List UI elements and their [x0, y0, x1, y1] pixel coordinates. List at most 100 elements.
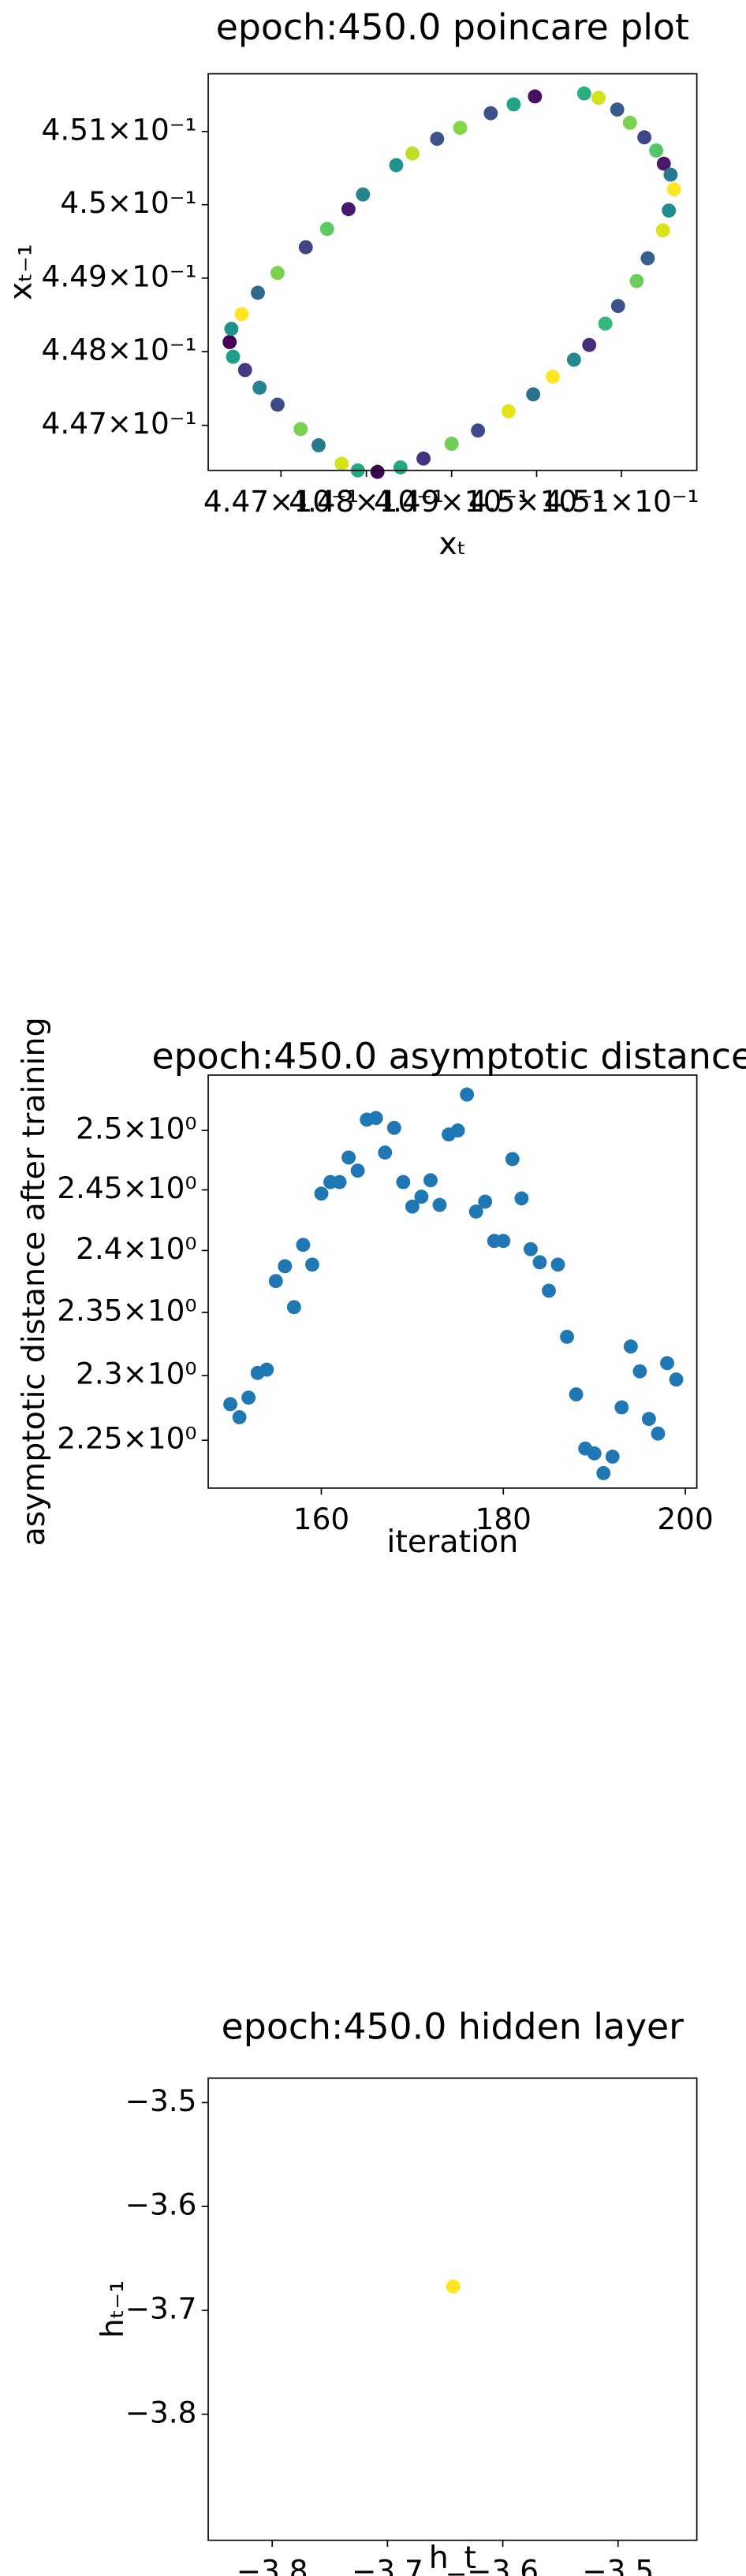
scatter-point	[278, 1259, 293, 1274]
scatter-point	[430, 132, 445, 147]
scatter-point	[566, 352, 581, 367]
y-tick-label: 4.47×10⁻¹	[42, 406, 197, 441]
y-tick-label: 4.51×10⁻¹	[42, 112, 197, 147]
scatter-point	[649, 143, 664, 158]
scatter-point	[506, 97, 521, 112]
y-tick-label: 2.25×10⁰	[57, 1421, 196, 1456]
scatter-point	[393, 460, 408, 475]
x-tick-label: 4.49×10⁻¹	[374, 484, 529, 519]
x-tick-label: 4.47×10⁻¹	[203, 484, 359, 519]
y-tick-label: 4.5×10⁻¹	[60, 185, 196, 220]
chart-panel: epoch:450.0 hidden layer −3.8 −3.7 −3.6 −3.5…	[95, 2005, 698, 2576]
scatter-point	[528, 89, 543, 104]
scatter-point	[637, 130, 652, 145]
scatter-point	[546, 369, 560, 384]
scatter-point	[587, 1446, 602, 1461]
scatter-point	[251, 285, 265, 300]
x-tick-label: −3.8	[237, 2554, 308, 2576]
scatter-point	[666, 182, 681, 197]
scatter-point	[232, 1410, 247, 1424]
x-tick-label: 160	[293, 1502, 349, 1536]
scatter-point	[669, 1372, 684, 1387]
chart-title: epoch:450.0 poincare plot	[216, 6, 689, 48]
scatter-point	[311, 437, 326, 452]
scatter-point	[370, 464, 385, 479]
scatter-point	[501, 404, 516, 419]
scatter-point	[270, 397, 285, 412]
scatter-point	[662, 203, 677, 218]
scatter-point	[526, 387, 541, 402]
scatter-point	[332, 1174, 347, 1189]
scatter-point	[334, 456, 349, 471]
scatter-point	[610, 299, 625, 314]
scatter-point	[446, 2279, 461, 2294]
scatter-point	[405, 146, 420, 161]
scatter-point	[596, 1465, 611, 1480]
scatter-point	[270, 266, 285, 281]
y-tick-label: 2.5×10⁰	[76, 1111, 196, 1146]
chart-panel: epoch:450.0 asymptotic distance 160 180 200…	[16, 1017, 746, 1560]
x-axis-label: h_t	[429, 2540, 476, 2576]
scatter-point	[223, 1397, 238, 1412]
y-tick-label: 2.45×10⁰	[57, 1171, 196, 1205]
scatter-point	[259, 1362, 274, 1377]
scatter-point	[396, 1174, 411, 1189]
scatter-point	[640, 251, 655, 266]
scatter-point	[423, 1173, 438, 1188]
scatter-point	[478, 1194, 493, 1209]
axes-frame	[207, 2077, 698, 2541]
scatter-point	[496, 1234, 511, 1249]
scatter-point	[296, 1238, 311, 1253]
scatter-point	[314, 1186, 329, 1201]
scatter-point	[629, 274, 644, 288]
y-axis-label: xₜ₋₁	[3, 244, 39, 300]
scatter-point	[569, 1387, 584, 1402]
scatter-point	[483, 106, 498, 121]
scatter-point	[222, 334, 237, 349]
scatter-point	[660, 1356, 674, 1371]
scatter-point	[610, 102, 625, 117]
scatter-point	[405, 1199, 420, 1214]
axes-frame	[207, 1074, 698, 1489]
scatter-point	[542, 1283, 556, 1298]
scatter-point	[622, 115, 637, 130]
y-tick-label: 2.35×10⁰	[57, 1293, 196, 1327]
y-tick-label: 2.4×10⁰	[76, 1231, 196, 1266]
scatter-point	[356, 187, 371, 202]
y-tick-label: −3.7	[125, 2291, 197, 2326]
y-tick-label: 2.3×10⁰	[76, 1357, 196, 1391]
chart-title: epoch:450.0 asymptotic distance	[151, 1036, 746, 1078]
scatter-point	[523, 1241, 538, 1256]
x-tick-label: −3.7	[352, 2554, 423, 2576]
chart-panel: epoch:450.0 poincare plot 4.47×10⁻¹ 4.48×1…	[3, 6, 699, 562]
axes-frame	[207, 73, 698, 471]
x-tick-label: −3.6	[467, 2554, 539, 2576]
scatter-point	[532, 1255, 547, 1270]
scatter-point	[591, 91, 606, 106]
scatter-point	[444, 437, 459, 451]
scatter-point	[623, 1339, 638, 1354]
scatter-point	[460, 1087, 475, 1102]
scatter-point	[350, 1163, 365, 1178]
scatter-point	[237, 363, 252, 378]
scatter-point	[453, 121, 468, 136]
y-tick-label: 4.49×10⁻¹	[42, 259, 197, 293]
scatter-point	[550, 1257, 565, 1272]
x-tick-label: 4.5×10⁻¹	[468, 484, 605, 519]
scatter-point	[432, 1197, 447, 1212]
scatter-point	[468, 1204, 483, 1219]
scatter-point	[663, 167, 678, 182]
y-tick-label: 4.48×10⁻¹	[42, 333, 197, 367]
scatter-point	[293, 422, 308, 437]
y-tick-label: −3.8	[125, 2395, 197, 2429]
scatter-point	[286, 1300, 301, 1315]
x-tick-label: −3.5	[582, 2554, 654, 2576]
y-tick-label: −3.5	[125, 2083, 197, 2118]
scatter-point	[614, 1400, 629, 1415]
scatter-point	[656, 156, 671, 171]
scatter-point	[632, 1364, 647, 1379]
scatter-point	[576, 86, 591, 101]
scatter-point	[582, 337, 597, 352]
scatter-point	[605, 1450, 620, 1464]
